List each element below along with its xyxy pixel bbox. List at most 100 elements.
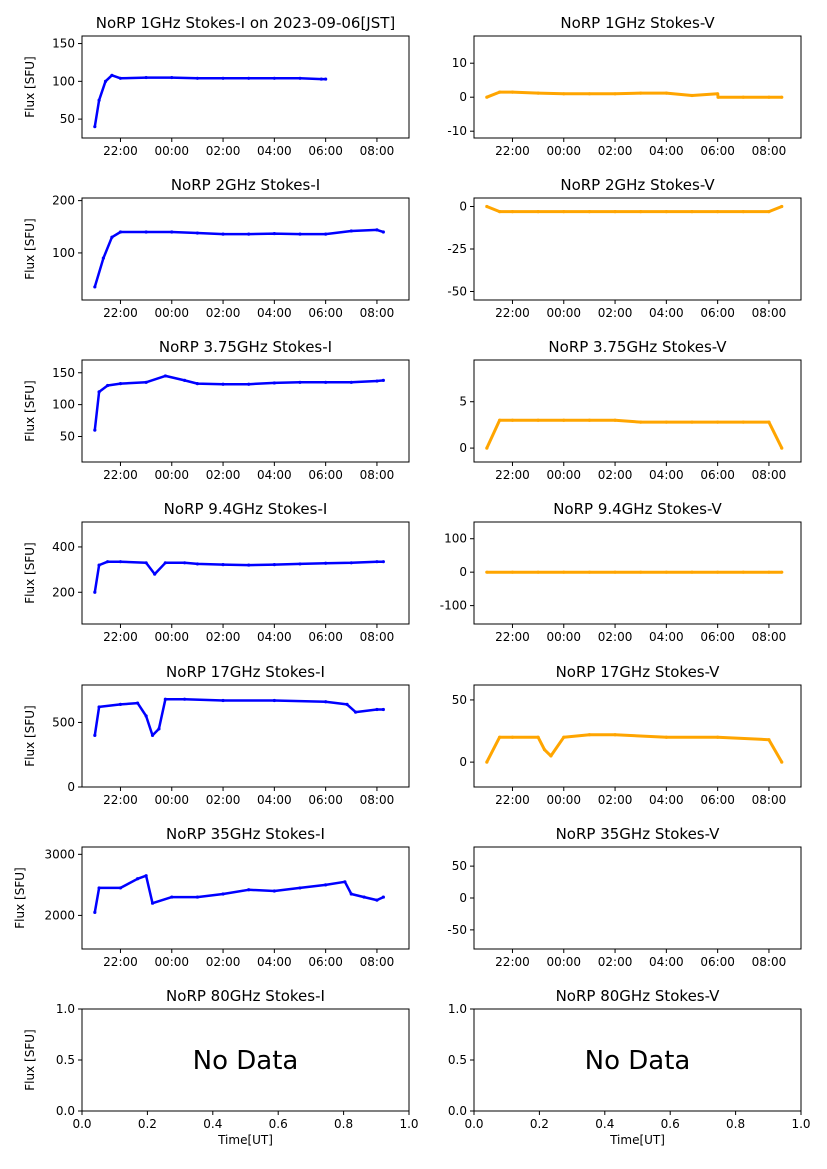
panel-3-data-point [93, 285, 97, 289]
panel-14-xtick-label: 0.4 [595, 1117, 614, 1131]
panel-1-data-point [110, 73, 114, 77]
panel-12-ytick-label: -50 [447, 923, 467, 937]
panel-2-data-point [767, 95, 771, 99]
panel-2-data-point [664, 91, 668, 95]
panel-3-data-point [221, 232, 225, 236]
panel-13-ytick-label: 1.0 [56, 1002, 75, 1016]
panel-7-data-point [195, 562, 200, 566]
panel-2-data-point [639, 91, 643, 95]
panel-7-data-point [93, 590, 97, 594]
panel-1-xtick-label: 00:00 [154, 144, 189, 158]
panel-2-xtick-label: 06:00 [700, 144, 735, 158]
panel-11-ytick-label: 2000 [44, 908, 75, 922]
panel-9-xtick-label: 22:00 [103, 793, 138, 807]
panel-10-data-point [562, 735, 566, 739]
panel-6-axes-frame [473, 359, 802, 463]
panel-7-xtick-label: 22:00 [103, 630, 138, 644]
panel-8-axes-frame [473, 521, 802, 625]
panel-1-xtick-label: 08:00 [360, 144, 395, 158]
panel-5-ylabel: Flux [SFU] [23, 380, 37, 441]
panel-3-data-point [247, 232, 251, 236]
panel-10-data-point [716, 735, 720, 739]
panel-10-xtick-label: 00:00 [546, 793, 581, 807]
panel-9-data-point [381, 707, 385, 712]
panel-1-series-line [93, 74, 326, 127]
panel-1-xtick-label: 02:00 [206, 144, 241, 158]
panel-6-ytick-label: 0 [459, 441, 467, 455]
panel-10-data-point [664, 735, 668, 739]
panel-8-data-point [639, 570, 643, 574]
panel-1-xtick-label: 22:00 [103, 144, 138, 158]
panel-8-xtick-label: 04:00 [649, 630, 684, 644]
panel-9-xtick-label: 02:00 [206, 793, 241, 807]
panel-1-ytick-label: 100 [52, 74, 75, 88]
panel-14-xtick-label: 0.6 [661, 1117, 680, 1131]
panel-7-xtick-label: 04:00 [257, 630, 292, 644]
panel-3-ylabel: Flux [SFU] [23, 218, 37, 279]
panel-1-data-point [170, 75, 174, 80]
panel-5-data-point [182, 378, 187, 382]
panel-5-data-point [324, 380, 328, 384]
panel-4-ytick-label: -25 [447, 242, 467, 256]
panel-4-data-point [767, 210, 771, 214]
panel-12-xtick-label: 02:00 [598, 955, 633, 969]
panel-2-data-point [741, 95, 745, 99]
panel-1-data-point [319, 77, 323, 81]
panel-7-series-line [93, 560, 384, 593]
panel-11-axes-frame [81, 846, 410, 950]
panel-4-axes-frame [473, 197, 802, 301]
panel-2-xtick-label: 22:00 [495, 144, 530, 158]
panel-9-xtick-label: 06:00 [308, 793, 343, 807]
panel-9-xtick-label: 04:00 [257, 793, 292, 807]
panel-11-data-point [375, 898, 379, 902]
panel-2-xtick-label: 00:00 [546, 144, 581, 158]
panel-4-data-point [510, 210, 515, 214]
panel-9-ylabel: Flux [SFU] [23, 705, 37, 766]
panel-10-ytick-label: 0 [459, 755, 467, 769]
panel-11-data-point [150, 901, 155, 905]
panel-4-data-point [485, 204, 489, 209]
panel-10-data-point [485, 760, 489, 764]
panel-7-data-point [144, 561, 148, 565]
panel-7-data-point [349, 561, 353, 565]
panel-11-xtick-label: 08:00 [360, 955, 395, 969]
panel-7-axes-frame [81, 521, 410, 625]
panel-1-ytick-label: 50 [60, 112, 75, 126]
panel-4-data-point [780, 204, 784, 209]
panel-8-data-point [562, 570, 566, 574]
panel-11-xtick-label: 02:00 [206, 955, 241, 969]
panel-3-data-point [272, 231, 276, 236]
panel-14-axes-frame [473, 1008, 802, 1112]
panel-12-xtick-label: 08:00 [752, 955, 787, 969]
panel-6-series-line [485, 418, 784, 449]
panel-7-ytick-label: 200 [52, 585, 75, 599]
panel-9-data-point [118, 702, 123, 706]
panel-8-title: NoRP 9.4GHz Stokes-V [553, 500, 722, 518]
panel-3-axes-frame [81, 197, 410, 301]
panel-14-xtick-label: 0.8 [726, 1117, 745, 1131]
panel-1-data-point [221, 76, 225, 80]
panel-10-ytick-label: 50 [452, 693, 467, 707]
panel-7-data-point [153, 572, 157, 576]
panel-1-ylabel: Flux [SFU] [23, 56, 37, 117]
panel-4-xtick-label: 04:00 [649, 306, 684, 320]
panel-4-data-point [536, 210, 540, 214]
panel-3-data-point [118, 230, 123, 234]
panel-4-data-point [639, 210, 643, 214]
panel-4-xtick-label: 08:00 [752, 306, 787, 320]
panel-10-xtick-label: 06:00 [700, 793, 735, 807]
panel-4-data-point [562, 210, 566, 214]
panel-6-data-point [716, 420, 720, 424]
panel-7-data-point [221, 563, 225, 567]
panel-10-title: NoRP 17GHz Stokes-V [556, 663, 721, 681]
panel-3-data-point [324, 232, 328, 236]
panel-11-data-point [362, 895, 366, 899]
panel-5-ytick-label: 100 [52, 398, 75, 412]
panel-13-ylabel: Flux [SFU] [23, 1029, 37, 1090]
panel-13-axes-frame [81, 1008, 410, 1112]
panel-7-xtick-label: 02:00 [206, 630, 241, 644]
panel-2-data-point [716, 95, 720, 99]
panel-2-series-line [486, 90, 782, 99]
panel-9-data-point [144, 714, 148, 718]
panel-1-data-point [103, 79, 108, 83]
